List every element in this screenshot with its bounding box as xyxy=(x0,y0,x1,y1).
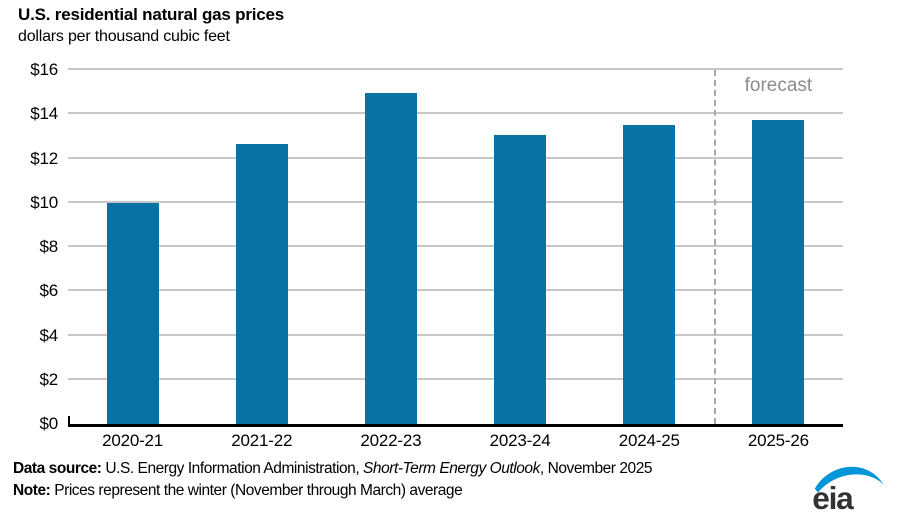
x-tick-label: 2024-25 xyxy=(618,431,680,450)
x-axis-origin-tick xyxy=(68,416,70,424)
chart-title: U.S. residential natural gas prices xyxy=(18,5,285,24)
x-tick-label: 2021-22 xyxy=(231,431,293,450)
y-tick-label: $2 xyxy=(39,369,58,389)
forecast-label: forecast xyxy=(744,75,813,96)
x-tick-label: 2020-21 xyxy=(102,431,164,450)
bar-2022-23 xyxy=(364,93,417,424)
gridline xyxy=(68,289,843,292)
bar-2021-22 xyxy=(235,144,288,424)
bar-2023-24 xyxy=(494,135,547,424)
y-tick-label: $8 xyxy=(39,237,58,256)
data-source-publication: Short-Term Energy Outlook xyxy=(363,460,540,477)
plot-area: forecast xyxy=(68,68,843,427)
gridline xyxy=(68,156,843,159)
data-source-label: Data source: xyxy=(13,460,102,477)
note-label: Note: xyxy=(13,482,51,499)
eia-logo-graphic: eia xyxy=(812,466,884,516)
x-tick-label: 2022-23 xyxy=(360,431,422,450)
x-axis-labels: 2020-21 2021-22 2022-23 2023-24 2024-25 2025-… xyxy=(68,431,843,453)
gridline xyxy=(68,112,843,115)
gridline xyxy=(68,333,843,336)
data-source-line: Data source: U.S. Energy Information Adm… xyxy=(13,458,813,480)
gridline xyxy=(68,200,843,203)
eia-logo-text: eia xyxy=(812,480,854,512)
x-tick-label: 2023-24 xyxy=(489,431,551,450)
chart-subtitle: dollars per thousand cubic feet xyxy=(18,28,230,45)
gridline xyxy=(68,245,843,247)
y-tick-label: $16 xyxy=(30,60,58,79)
y-tick-label: $6 xyxy=(39,281,58,301)
bar-2024-25 xyxy=(623,125,676,424)
gridline xyxy=(68,377,843,380)
forecast-divider-line xyxy=(713,70,716,424)
data-source-date: , November 2025 xyxy=(539,460,653,477)
eia-logo-swoosh-icon xyxy=(814,466,884,493)
x-tick-label: 2025-26 xyxy=(747,431,809,450)
y-tick-label: $10 xyxy=(30,192,58,212)
note-text: Prices represent the winter (November th… xyxy=(50,482,463,499)
y-tick-label: $0 xyxy=(39,414,58,433)
gridline xyxy=(68,68,843,70)
note-line: Note: Prices represent the winter (Novem… xyxy=(13,480,813,502)
y-tick-label: $4 xyxy=(39,325,58,345)
eia-logo: eia xyxy=(811,458,887,516)
data-source-text: U.S. Energy Information Administration, xyxy=(101,460,364,477)
y-tick-label: $14 xyxy=(30,104,58,124)
bar-2020-21 xyxy=(106,202,159,424)
y-tick-label: $12 xyxy=(30,148,58,168)
bar-2025-26 xyxy=(752,119,805,424)
y-axis-labels: $0 $2 $4 $6 $8 $10 $12 $14 $16 xyxy=(0,60,58,433)
footer-notes: Data source: U.S. Energy Information Adm… xyxy=(13,458,813,502)
